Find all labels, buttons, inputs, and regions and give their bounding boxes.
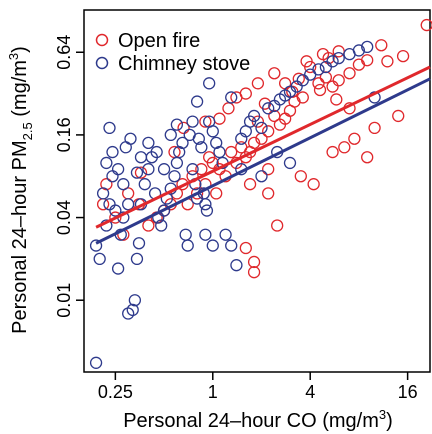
- x-tick-label-16: 16: [398, 382, 418, 402]
- point-chimney-stove: [131, 253, 142, 264]
- point-open-fire: [269, 68, 280, 79]
- point-chimney-stove: [101, 157, 112, 168]
- y-tick-label-0-01: 0.01: [54, 283, 74, 318]
- point-open-fire: [272, 220, 283, 231]
- point-open-fire: [249, 267, 260, 278]
- point-open-fire: [295, 171, 306, 182]
- point-chimney-stove: [201, 205, 212, 216]
- point-chimney-stove: [107, 147, 118, 158]
- point-chimney-stove: [187, 116, 198, 127]
- point-chimney-stove: [143, 137, 154, 148]
- point-open-fire: [214, 113, 225, 124]
- point-chimney-stove: [139, 179, 150, 190]
- point-open-fire: [245, 179, 256, 190]
- point-chimney-stove: [297, 75, 308, 86]
- point-chimney-stove: [135, 152, 146, 163]
- point-chimney-stove: [91, 357, 102, 368]
- point-chimney-stove: [113, 164, 124, 175]
- x-tick-label-0-25: 0.25: [98, 382, 133, 402]
- point-open-fire: [349, 133, 360, 144]
- point-open-fire: [98, 199, 109, 210]
- legend-marker-chimney-stove: [97, 58, 108, 69]
- y-tick-label-0-04: 0.04: [54, 200, 74, 235]
- point-chimney-stove: [107, 171, 118, 182]
- point-chimney-stove: [159, 164, 170, 175]
- point-chimney-stove: [207, 126, 218, 137]
- point-chimney-stove: [113, 263, 124, 274]
- point-open-fire: [263, 164, 274, 175]
- legend-marker-open-fire: [97, 35, 108, 46]
- legend-label-open-fire: Open fire: [118, 30, 200, 52]
- point-chimney-stove: [98, 188, 109, 199]
- point-chimney-stove: [134, 238, 145, 249]
- point-chimney-stove: [256, 122, 267, 133]
- point-open-fire: [226, 147, 237, 158]
- point-chimney-stove: [171, 157, 182, 168]
- point-chimney-stove: [220, 229, 231, 240]
- point-chimney-stove: [129, 295, 140, 306]
- x-tick-label-4: 4: [305, 382, 315, 402]
- point-open-fire: [333, 46, 344, 57]
- point-open-fire: [240, 243, 251, 254]
- point-open-fire: [362, 152, 373, 163]
- point-chimney-stove: [231, 260, 242, 271]
- point-open-fire: [382, 56, 393, 67]
- x-tick-label-1: 1: [208, 382, 218, 402]
- point-chimney-stove: [171, 119, 182, 130]
- y-tick-label-0-64: 0.64: [54, 35, 74, 70]
- point-chimney-stove: [118, 179, 129, 190]
- point-open-fire: [308, 179, 319, 190]
- point-open-fire: [369, 122, 380, 133]
- point-open-fire: [263, 126, 274, 137]
- point-open-fire: [393, 110, 404, 121]
- point-chimney-stove: [200, 229, 211, 240]
- trendline-open-fire: [96, 67, 430, 227]
- point-open-fire: [376, 40, 387, 51]
- legend-label-chimney-stove: Chimney stove: [118, 53, 250, 75]
- point-open-fire: [398, 51, 409, 62]
- point-open-fire: [327, 147, 338, 158]
- point-chimney-stove: [104, 199, 115, 210]
- point-chimney-stove: [207, 240, 218, 251]
- point-chimney-stove: [94, 253, 105, 264]
- point-open-fire: [252, 78, 263, 89]
- point-chimney-stove: [182, 240, 193, 251]
- trendline-chimney-stove: [96, 79, 430, 243]
- point-chimney-stove: [256, 171, 267, 182]
- point-open-fire: [284, 105, 295, 116]
- point-chimney-stove: [226, 240, 237, 251]
- point-chimney-stove: [192, 96, 203, 107]
- point-chimney-stove: [165, 129, 176, 140]
- point-open-fire: [223, 103, 234, 114]
- point-open-fire: [362, 55, 373, 66]
- point-open-fire: [249, 256, 260, 267]
- point-chimney-stove: [305, 69, 316, 80]
- point-open-fire: [315, 84, 326, 95]
- point-chimney-stove: [284, 157, 295, 168]
- point-open-fire: [143, 220, 154, 231]
- x-axis-title: Personal 24–hour CO (mg/m3): [123, 407, 393, 432]
- y-axis-title: Personal 24–hour PM2.5 (mg/m3): [6, 46, 35, 334]
- point-open-fire: [331, 94, 342, 105]
- point-open-fire: [344, 68, 355, 79]
- point-chimney-stove: [180, 229, 191, 240]
- point-chimney-stove: [333, 53, 344, 64]
- point-chimney-stove: [123, 199, 134, 210]
- point-chimney-stove: [104, 122, 115, 133]
- point-open-fire: [339, 142, 350, 153]
- point-chimney-stove: [204, 78, 215, 89]
- point-open-fire: [333, 75, 344, 86]
- point-chimney-stove: [125, 133, 136, 144]
- legend: Open fire Chimney stove: [97, 30, 251, 75]
- point-open-fire: [353, 59, 364, 70]
- point-chimney-stove: [169, 171, 180, 182]
- y-tick-label-0-16: 0.16: [54, 117, 74, 152]
- point-chimney-stove: [214, 147, 225, 158]
- point-open-fire: [211, 188, 222, 199]
- point-open-fire: [263, 188, 274, 199]
- point-chimney-stove: [120, 142, 131, 153]
